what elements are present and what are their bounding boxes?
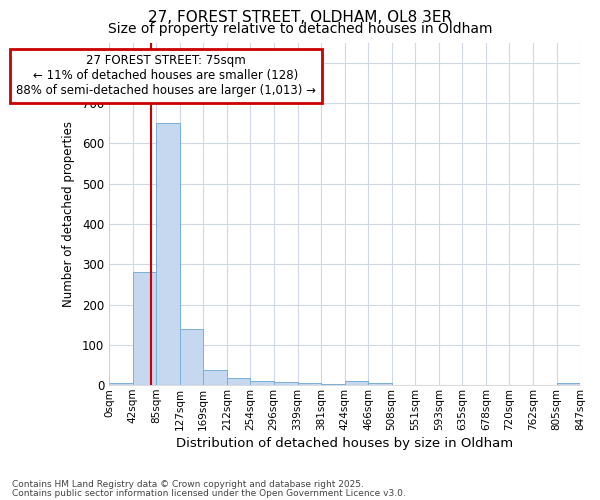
Bar bbox=[157, 123, 180, 385]
Text: 27, FOREST STREET, OLDHAM, OL8 3ER: 27, FOREST STREET, OLDHAM, OL8 3ER bbox=[148, 10, 452, 25]
Y-axis label: Number of detached properties: Number of detached properties bbox=[62, 121, 75, 307]
Bar bbox=[345, 381, 368, 385]
Bar bbox=[368, 383, 392, 385]
Text: Contains HM Land Registry data © Crown copyright and database right 2025.: Contains HM Land Registry data © Crown c… bbox=[12, 480, 364, 489]
Bar bbox=[274, 382, 298, 385]
Bar bbox=[227, 378, 250, 385]
Text: 27 FOREST STREET: 75sqm
← 11% of detached houses are smaller (128)
88% of semi-d: 27 FOREST STREET: 75sqm ← 11% of detache… bbox=[16, 54, 316, 98]
Bar bbox=[298, 383, 321, 385]
Bar bbox=[203, 370, 227, 385]
Bar bbox=[109, 383, 133, 385]
Bar bbox=[321, 384, 345, 385]
X-axis label: Distribution of detached houses by size in Oldham: Distribution of detached houses by size … bbox=[176, 437, 513, 450]
Bar bbox=[133, 272, 157, 385]
Bar bbox=[250, 381, 274, 385]
Text: Size of property relative to detached houses in Oldham: Size of property relative to detached ho… bbox=[108, 22, 492, 36]
Text: Contains public sector information licensed under the Open Government Licence v3: Contains public sector information licen… bbox=[12, 488, 406, 498]
Bar bbox=[180, 328, 203, 385]
Bar bbox=[557, 383, 580, 385]
